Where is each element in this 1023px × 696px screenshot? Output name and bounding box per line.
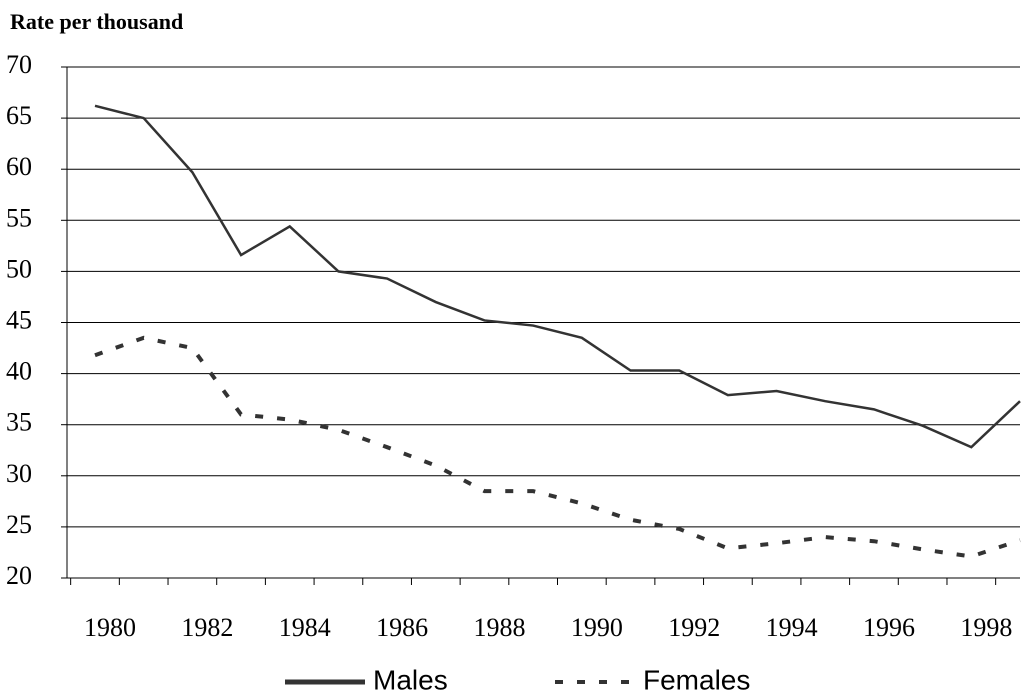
line-series xyxy=(94,335,1021,559)
line-series xyxy=(94,104,1021,449)
x-tick-label: 1984 xyxy=(279,613,331,642)
legend-label: Females xyxy=(643,664,750,695)
legend-label: Males xyxy=(373,664,448,695)
y-tick-label: 70 xyxy=(6,50,32,79)
chart-title: Rate per thousand xyxy=(10,9,183,34)
x-tick-label: 1980 xyxy=(84,613,136,642)
x-tick-label: 1990 xyxy=(571,613,623,642)
x-tick-label: 1998 xyxy=(960,613,1012,642)
x-tick-label: 1992 xyxy=(668,613,720,642)
y-tick-label: 30 xyxy=(6,459,32,488)
y-tick-label: 20 xyxy=(6,561,32,590)
y-tick-label: 65 xyxy=(6,101,32,130)
x-tick-label: 1994 xyxy=(766,613,818,642)
x-tick-label: 1986 xyxy=(376,613,428,642)
y-tick-label: 40 xyxy=(6,357,32,386)
y-tick-label: 50 xyxy=(6,254,32,283)
x-tick-label: 1982 xyxy=(181,613,233,642)
y-tick-label: 45 xyxy=(6,305,32,334)
x-tick-label: 1988 xyxy=(473,613,525,642)
x-tick-label: 1996 xyxy=(863,613,915,642)
y-tick-label: 55 xyxy=(6,203,32,232)
y-tick-label: 60 xyxy=(6,152,32,181)
y-tick-label: 25 xyxy=(6,510,32,539)
y-tick-label: 35 xyxy=(6,408,32,437)
